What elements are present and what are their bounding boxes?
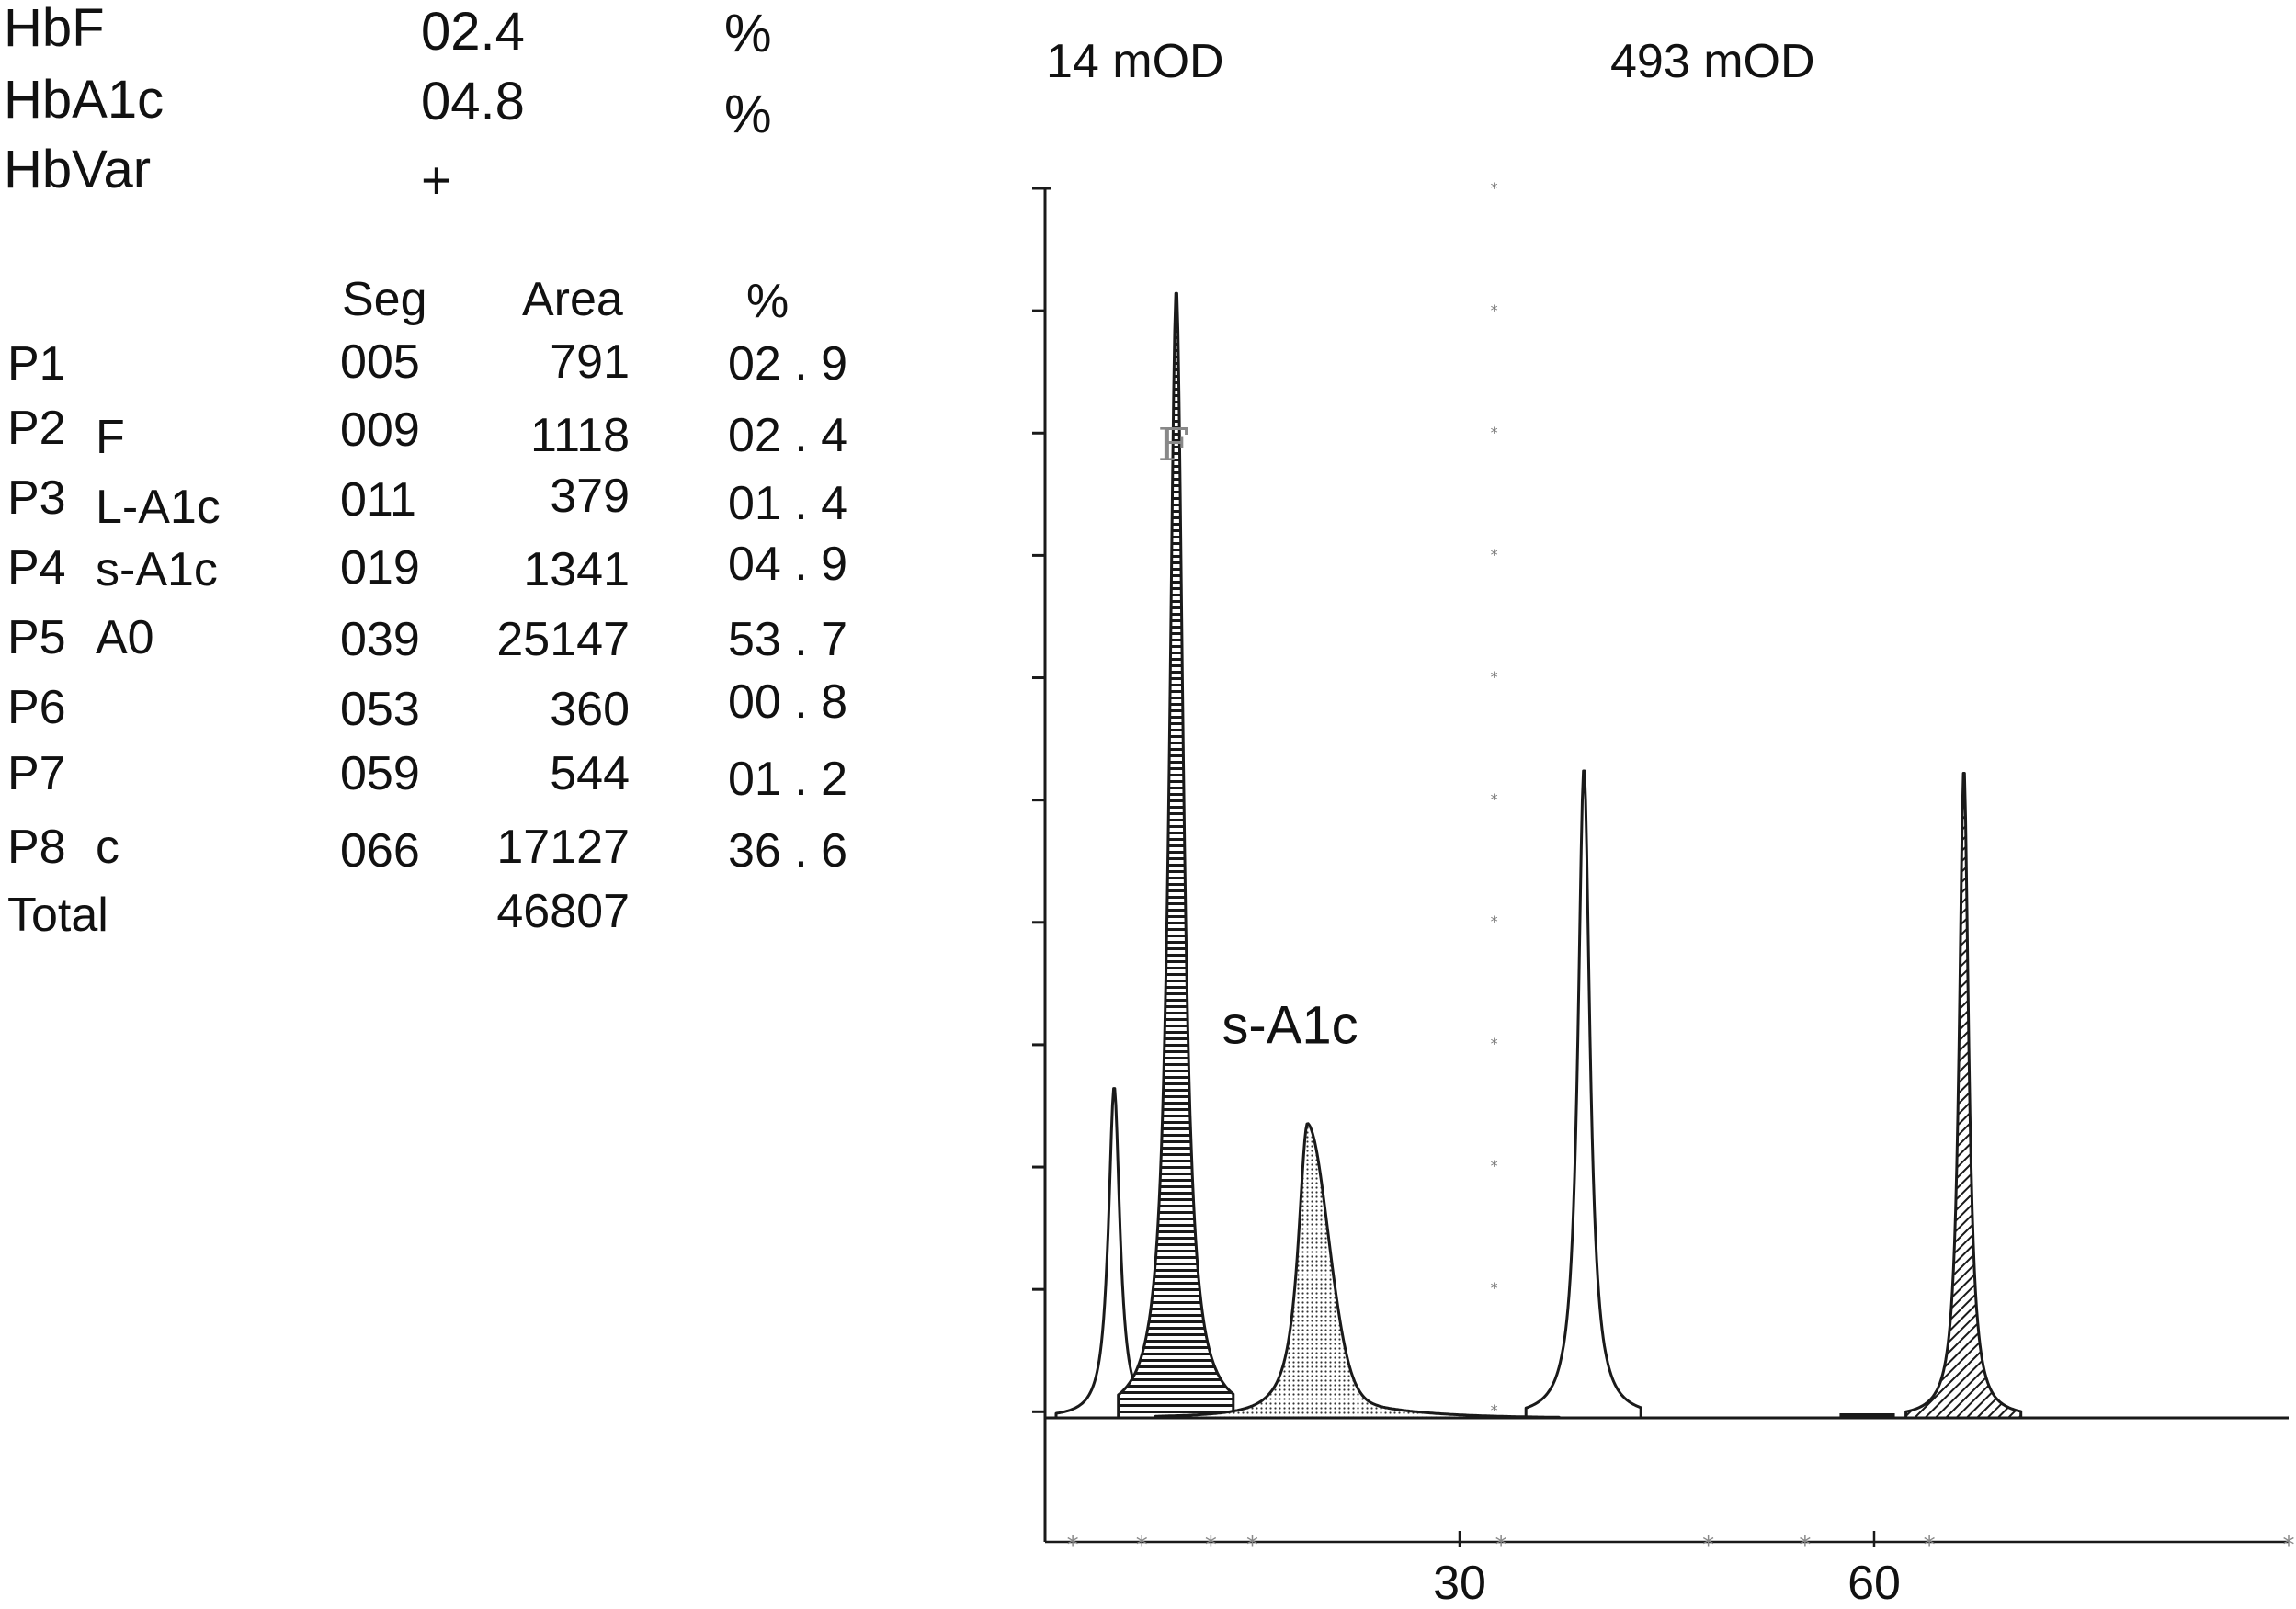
summary-hbf-name: HbF [4,0,105,58]
peak-id: P6 [7,681,66,734]
peak-area: 791 [550,335,630,389]
marker-dot: * [1491,1401,1498,1419]
integration-marker: * [1799,1532,1811,1559]
header-seg: Seg [342,273,427,326]
integration-marker: * [1924,1532,1936,1559]
chart-peaks [1054,291,2023,1420]
integration-marker: * [1136,1532,1148,1559]
marker-dot: * [1491,790,1498,808]
header-pct: % [746,275,790,328]
peak-label: c [96,821,119,874]
peak-label: F [96,411,125,464]
chart-labels: 30 60 Fs-A1c 14 mOD 493 mOD [1046,35,1901,1609]
summary-hbf-unit: % [724,4,772,63]
peak-seg: 019 [340,541,420,595]
peak-5 [1904,772,2023,1420]
marker-dot: * [1491,301,1498,319]
x-tick-label: 60 [1847,1557,1901,1609]
peak-seg: 005 [340,335,420,389]
total-label: Total [7,889,108,942]
peak-seg: 011 [340,473,416,527]
scale-label-right: 493 mOD [1610,35,1815,88]
peak-marker-label: F [1157,418,1189,471]
peak-id: P4 [7,541,66,595]
peak-area: 360 [550,683,630,736]
peak-3 [1154,1122,1599,1420]
peak-seg: 039 [340,613,420,666]
total-area: 46807 [496,885,630,938]
peak-id: P8 [7,821,66,874]
peak-2 [1117,291,1235,1420]
peak-pct: 04 . 9 [728,538,848,591]
peak-area: 1341 [523,543,630,596]
peak-seg: 009 [340,403,420,457]
integration-marker: * [1205,1532,1217,1559]
peak-seg: 053 [340,683,420,736]
summary-hba1c-unit: % [724,85,772,144]
marker-dot: * [1491,668,1498,686]
summary-hbf-value: 02.4 [421,2,525,62]
peak-id: P2 [7,402,66,455]
integration-marker: * [1067,1532,1079,1559]
annotation-label: s-A1c [1222,996,1358,1056]
peak-pct: 53 . 7 [728,613,848,666]
summary-hba1c-value: 04.8 [421,72,525,131]
peak-id: P5 [7,611,66,664]
header-area: Area [522,273,623,326]
summary-hbvar-name: HbVar [4,140,152,199]
integration-marker: * [1702,1532,1714,1559]
peak-pct: 01 . 2 [728,753,848,806]
peak-seg: 059 [340,747,420,800]
peak-pct: 36 . 6 [728,824,848,878]
integration-marker: * [2283,1532,2295,1559]
peak-pct: 02 . 4 [728,409,848,462]
marker-dot: * [1491,1157,1498,1174]
peak-pct: 00 . 8 [728,675,848,729]
peak-id: P7 [7,747,66,800]
peak-seg: 066 [340,824,420,878]
peak-area: 379 [550,470,630,523]
integration-marker: * [1246,1532,1258,1559]
integration-marker: * [1495,1532,1507,1559]
marker-dot: * [1491,424,1498,441]
peak-area: 17127 [496,821,630,874]
peak-area: 544 [550,747,630,800]
marker-dot: * [1491,1035,1498,1052]
summary-hbvar-value: + [421,151,452,210]
peak-pct: 02 . 9 [728,337,848,391]
peak-pct: 01 . 4 [728,477,848,530]
peak-label: A0 [96,611,154,664]
peak-area: 1118 [530,409,630,462]
marker-dot: * [1491,546,1498,563]
peak-label: L-A1c [96,481,221,534]
chart-axes: * * * * * * * * * * * * * * * * * * * * [1032,179,2295,1559]
scale-label-left: 14 mOD [1046,35,1224,88]
peak-id: P3 [7,471,66,525]
marker-dot: * [1491,179,1498,197]
summary-hba1c-name: HbA1c [4,70,165,130]
marker-dot: * [1491,1279,1498,1297]
peak-area: 25147 [496,613,630,666]
peak-label: s-A1c [96,543,218,596]
peak-id: P1 [7,337,66,391]
peak-4 [1524,769,1642,1420]
marker-dot: * [1491,912,1498,930]
x-tick-label: 30 [1433,1557,1486,1609]
